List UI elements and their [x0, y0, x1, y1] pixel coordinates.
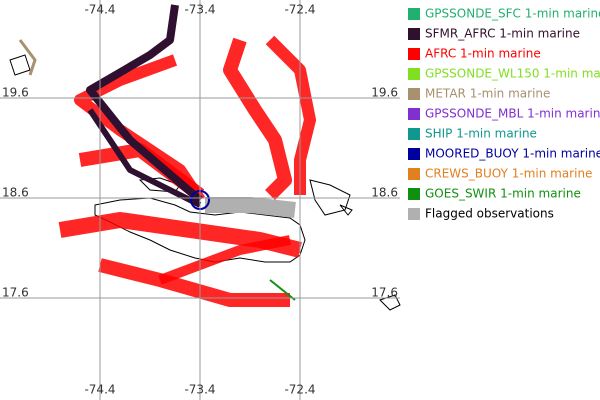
legend-label: AFRC 1-min marine — [425, 47, 541, 61]
legend-swatch — [408, 148, 420, 160]
track — [18, 4, 316, 307]
lat-label: 19.6 — [2, 86, 29, 100]
coastline — [9, 54, 401, 311]
lon-label: -72.4 — [284, 3, 315, 17]
lon-label: -74.4 — [84, 3, 115, 17]
legend-label: Flagged observations — [425, 207, 554, 221]
legend-swatch — [408, 68, 420, 80]
legend-label: GPSSONDE_MBL 1-min marine — [425, 107, 600, 121]
lon-label: -73.4 — [184, 3, 215, 17]
legend-label: MOORED_BUOY 1-min marine — [425, 147, 600, 161]
lat-label: 18.6 — [371, 186, 398, 200]
legend-label: CREWS_BUOY 1-min marine — [425, 167, 592, 181]
legend-swatch — [408, 168, 420, 180]
lat-label: 19.6 — [371, 86, 398, 100]
lat-label: 17.6 — [2, 286, 29, 300]
legend-label: METAR 1-min marine — [425, 87, 550, 101]
lon-label: -73.4 — [184, 383, 215, 397]
legend-label: GPSSONDE_WL150 1-min marine — [425, 67, 600, 81]
legend-swatch — [408, 208, 420, 220]
lon-label: -74.4 — [84, 383, 115, 397]
legend-background — [402, 0, 600, 232]
legend-label: GPSSONDE_SFC 1-min marine — [425, 7, 600, 21]
legend-swatch — [408, 28, 420, 40]
legend-label: SHIP 1-min marine — [425, 127, 537, 141]
legend-swatch — [408, 188, 420, 200]
legend-label: SFMR_AFRC 1-min marine — [425, 27, 580, 41]
legend-label: GOES_SWIR 1-min marine — [425, 187, 581, 201]
legend-swatch — [408, 108, 420, 120]
legend-swatch — [408, 48, 420, 60]
lat-label: 18.6 — [2, 186, 29, 200]
legend-swatch — [408, 88, 420, 100]
legend-swatch — [408, 8, 420, 20]
lat-label: 17.6 — [371, 286, 398, 300]
lon-label: -72.4 — [284, 383, 315, 397]
legend-swatch — [408, 128, 420, 140]
